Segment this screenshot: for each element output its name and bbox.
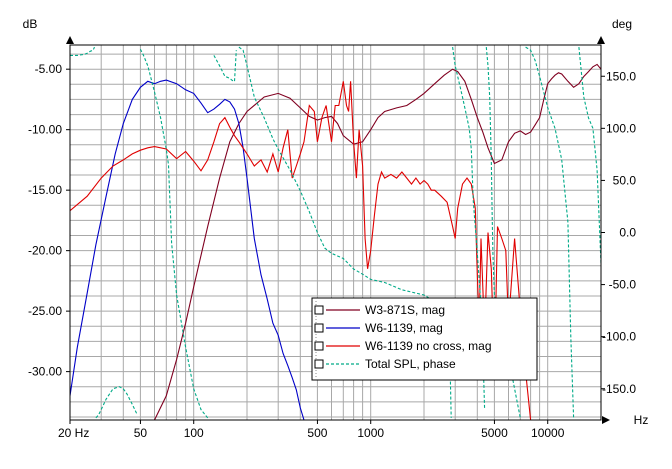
series-line-2	[70, 79, 305, 420]
y2-tick-label: -100.0	[602, 330, 636, 344]
y-tick-label: -30.00	[28, 365, 62, 379]
y2-tick-label: -50.0	[609, 278, 637, 292]
x-tick-label: 500	[307, 426, 327, 440]
y-tick-label: -10.00	[28, 123, 62, 137]
legend-box	[311, 297, 538, 381]
legend-label: Total SPL, phase	[365, 357, 456, 371]
x-tick-label: 1000	[357, 426, 384, 440]
y-tick-label: -25.00	[28, 304, 62, 318]
right-axis-unit: deg	[612, 17, 632, 31]
x-tick-label: 5000	[481, 426, 508, 440]
x-tick-label: 20 Hz	[58, 426, 89, 440]
right-axis-arrow	[597, 36, 605, 44]
legend-label: W6-1139 no cross, mag	[365, 339, 492, 353]
legend-label: W6-1139, mag	[365, 321, 443, 335]
series-line-1	[154, 63, 601, 420]
legend-label: W3-871S, mag	[365, 303, 445, 317]
y-tick-label: -15.00	[28, 183, 62, 197]
y2-tick-label: 150.0	[606, 69, 636, 83]
x-axis-arrow	[602, 416, 610, 424]
left-axis-unit: dB	[23, 17, 38, 31]
x-axis-unit: Hz	[634, 413, 649, 427]
x-tick-label: 10000	[531, 426, 565, 440]
axes: -5.00 -10.00 -15.00 -20.00 -25.00 -30.00 150.0…	[28, 36, 636, 440]
legend-checkbox	[314, 323, 324, 333]
legend: W3-871S, mag W6-1139, mag W6-1139 no cross…	[311, 297, 538, 381]
legend-checkbox	[314, 341, 324, 351]
y2-tick-label: 50.0	[613, 173, 637, 187]
y2-tick-label: 0.0	[619, 226, 636, 240]
y2-tick-label: -150.0	[602, 382, 636, 396]
legend-checkbox	[314, 305, 324, 315]
y-tick-label: -20.00	[28, 244, 62, 258]
y-tick-label: -5.00	[35, 62, 63, 76]
series-line-3	[70, 81, 532, 420]
series-line-4	[70, 46, 601, 419]
legend-checkbox	[314, 359, 324, 369]
left-axis-arrow	[66, 36, 74, 44]
x-tick-label: 100	[184, 426, 204, 440]
x-tick-label: 50	[134, 426, 148, 440]
y2-tick-label: 100.0	[606, 121, 636, 135]
plot-series	[70, 46, 601, 420]
